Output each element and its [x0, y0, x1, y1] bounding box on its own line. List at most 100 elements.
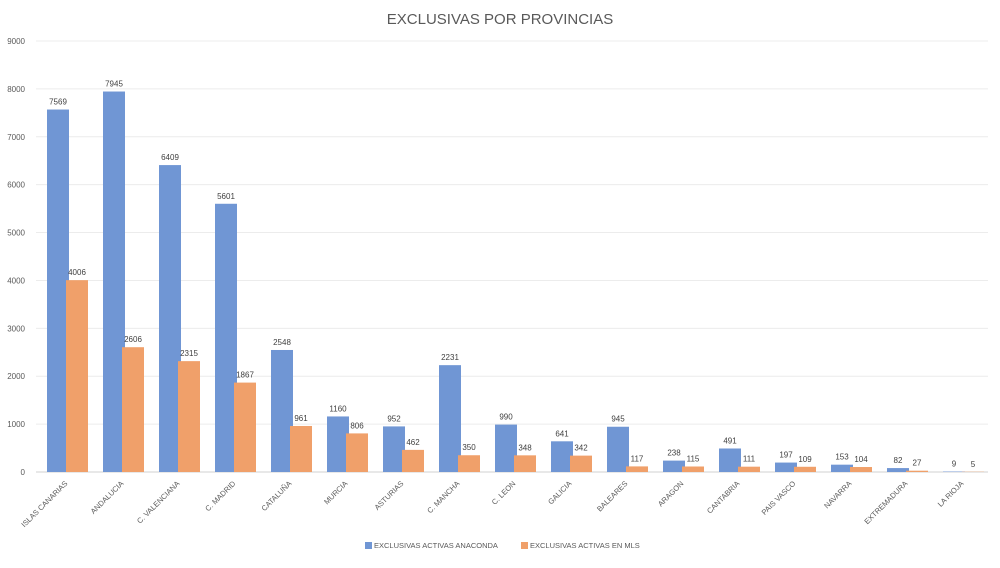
data-label: 9 — [952, 460, 957, 469]
bar-mls — [626, 466, 648, 472]
bar-mls — [234, 383, 256, 472]
bar-mls — [346, 433, 368, 472]
bar-anaconda — [327, 416, 349, 472]
data-label: 1867 — [236, 371, 254, 380]
bar-anaconda — [663, 461, 685, 472]
data-label: 961 — [294, 414, 308, 423]
x-tick-label: ISLAS CANARIAS — [19, 479, 69, 529]
data-label: 7945 — [105, 80, 123, 89]
data-label: 5 — [971, 460, 976, 469]
chart-title: EXCLUSIVAS POR PROVINCIAS — [387, 11, 613, 28]
legend-label: EXCLUSIVAS ACTIVAS EN MLS — [530, 541, 640, 550]
x-tick-label: MURCIA — [322, 479, 349, 506]
bar-mls — [850, 467, 872, 472]
data-label: 82 — [894, 456, 903, 465]
y-tick-label: 5000 — [7, 229, 25, 238]
data-label: 806 — [350, 421, 364, 430]
x-tick-label: NAVARRA — [822, 479, 853, 510]
bar-anaconda — [103, 92, 125, 472]
bars — [47, 92, 984, 472]
x-tick-label: GALICIA — [546, 479, 573, 506]
x-tick-label: CATALUÑA — [260, 479, 294, 513]
legend: EXCLUSIVAS ACTIVAS ANACONDA EXCLUSIVAS AC… — [365, 541, 640, 550]
bar-anaconda — [495, 425, 517, 472]
data-label: 238 — [667, 449, 681, 458]
bar-anaconda — [607, 427, 629, 472]
y-tick-label: 2000 — [7, 372, 25, 381]
data-label: 2231 — [441, 353, 459, 362]
bar-mls — [906, 471, 928, 472]
data-label: 2548 — [273, 338, 291, 347]
y-tick-label: 3000 — [7, 324, 25, 333]
y-tick-label: 7000 — [7, 133, 25, 142]
y-tick-label: 8000 — [7, 85, 25, 94]
data-label: 109 — [798, 455, 812, 464]
bar-anaconda — [439, 365, 461, 472]
data-label: 5601 — [217, 192, 235, 201]
legend-label: EXCLUSIVAS ACTIVAS ANACONDA — [374, 541, 498, 550]
data-label: 111 — [743, 455, 756, 464]
bar-mls — [66, 280, 88, 472]
x-tick-label: EXTREMADURA — [862, 479, 909, 526]
bar-mls — [738, 467, 760, 472]
data-label: 350 — [462, 443, 476, 452]
data-label: 197 — [779, 451, 793, 460]
x-tick-label: PAIS VASCO — [760, 479, 798, 517]
data-label: 2315 — [180, 349, 198, 358]
y-axis: 0 1000 2000 3000 4000 5000 6000 7000 8000 9000 — [7, 37, 25, 477]
bar-mls — [458, 455, 480, 472]
bar-anaconda — [887, 468, 909, 472]
data-label: 990 — [499, 413, 513, 422]
data-label: 491 — [723, 436, 737, 445]
data-label: 6409 — [161, 153, 179, 162]
bar-mls — [514, 455, 536, 472]
data-label: 7569 — [49, 98, 67, 107]
data-label: 342 — [574, 444, 588, 453]
bar-anaconda — [551, 441, 573, 472]
x-tick-label: C. MADRID — [203, 479, 237, 513]
legend-swatch — [365, 542, 372, 549]
bar-anaconda — [159, 165, 181, 472]
data-label: 153 — [835, 453, 849, 462]
x-tick-label: ANDALUCIA — [89, 479, 126, 516]
bar-anaconda — [215, 204, 237, 472]
bar-mls — [290, 426, 312, 472]
bar-anaconda — [47, 110, 69, 472]
bar-mls — [178, 361, 200, 472]
data-label: 641 — [555, 429, 569, 438]
x-tick-label: C. LEON — [490, 479, 518, 507]
bar-mls — [402, 450, 424, 472]
x-tick-label: ASTURIAS — [373, 479, 406, 512]
bar-anaconda — [831, 465, 853, 472]
bar-mls — [682, 466, 704, 472]
data-label: 348 — [518, 443, 532, 452]
x-tick-label: C. VALENCIANA — [135, 479, 181, 525]
data-label: 952 — [387, 414, 401, 423]
x-tick-label: LA RIOJA — [936, 479, 966, 509]
y-tick-label: 6000 — [7, 181, 25, 190]
bar-anaconda — [271, 350, 293, 472]
x-tick-label: BALEARES — [595, 479, 629, 513]
data-label: 27 — [913, 459, 922, 468]
y-tick-label: 1000 — [7, 420, 25, 429]
bar-anaconda — [719, 448, 741, 472]
x-tick-label: CANTABRIA — [705, 479, 741, 515]
data-label: 1160 — [329, 404, 347, 413]
bar-mls — [122, 347, 144, 472]
data-label: 945 — [611, 415, 625, 424]
data-label: 4006 — [68, 268, 86, 277]
data-label: 117 — [631, 454, 644, 463]
legend-swatch — [521, 542, 528, 549]
y-tick-label: 9000 — [7, 37, 25, 46]
data-label: 115 — [687, 454, 700, 463]
y-tick-label: 4000 — [7, 276, 25, 285]
y-tick-label: 0 — [21, 468, 26, 477]
data-label: 2606 — [124, 335, 142, 344]
data-label: 462 — [406, 438, 420, 447]
data-label: 104 — [854, 455, 868, 464]
bar-anaconda — [383, 426, 405, 472]
bar-mls — [570, 456, 592, 472]
